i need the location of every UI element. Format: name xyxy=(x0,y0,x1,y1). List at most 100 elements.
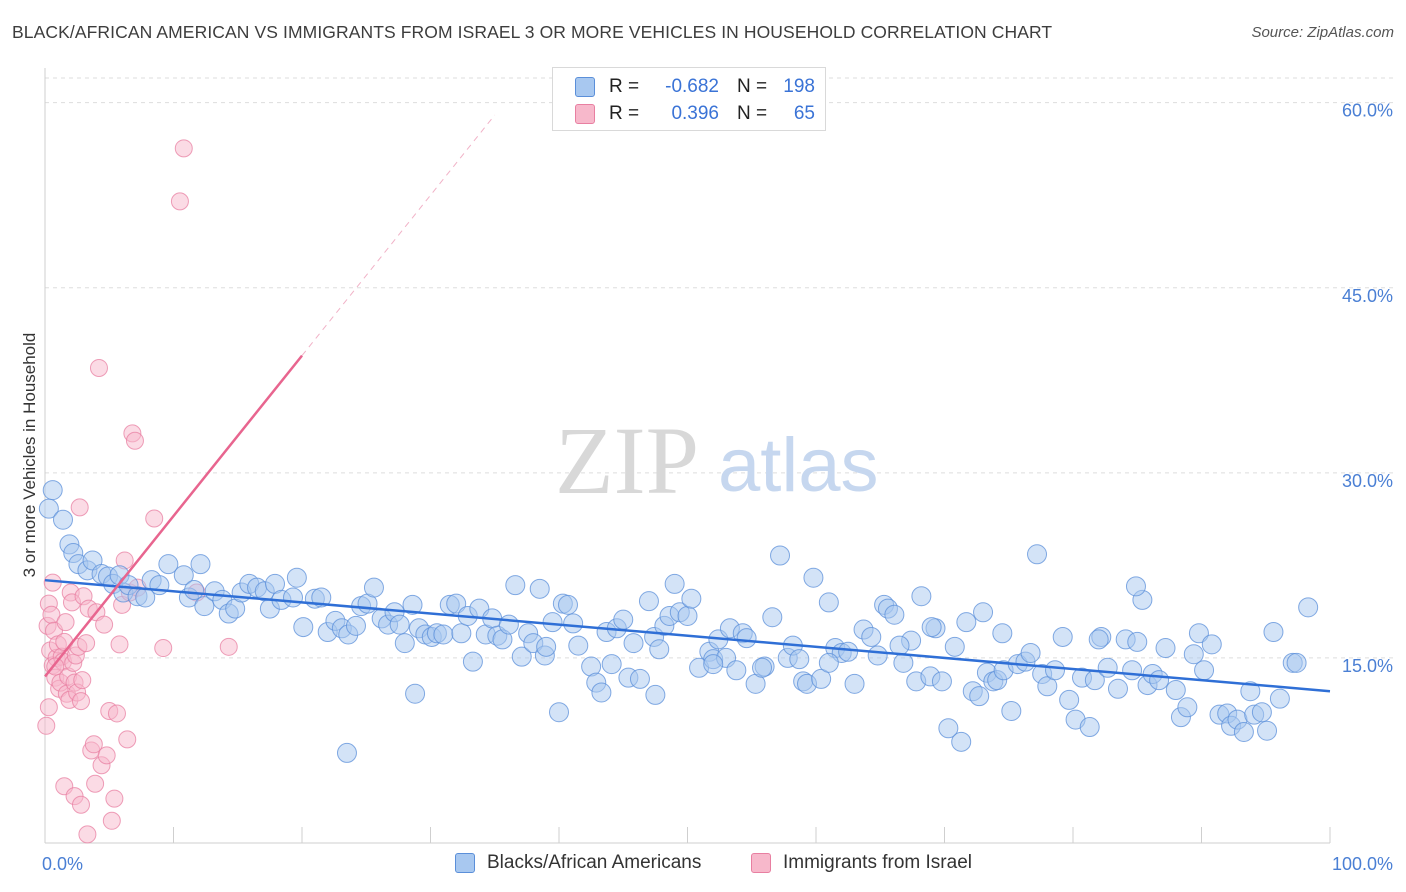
chart-title: BLACK/AFRICAN AMERICAN VS IMMIGRANTS FRO… xyxy=(12,22,1053,42)
y-tick-label: 15.0% xyxy=(1342,656,1393,676)
series-legend-label-israel: Immigrants from Israel xyxy=(783,852,972,873)
watermark: ZIP atlas xyxy=(555,407,879,514)
black-point xyxy=(1155,638,1176,659)
black-point xyxy=(601,654,622,675)
black-point xyxy=(1149,670,1170,691)
black-point xyxy=(770,545,791,566)
black-point xyxy=(613,609,634,630)
israel-trend-line xyxy=(44,354,303,678)
legend-row-israel: R = 0.396 N = 65 xyxy=(575,102,815,126)
black-point xyxy=(505,575,526,596)
black-point xyxy=(173,565,194,586)
israel-point xyxy=(154,639,173,658)
black-point xyxy=(311,587,332,608)
israel-point xyxy=(125,431,144,450)
israel-trend-extension xyxy=(301,114,496,356)
black-point xyxy=(818,592,839,613)
black-point xyxy=(1059,689,1080,710)
black-point xyxy=(1045,660,1066,681)
black-point xyxy=(402,594,423,615)
series-legend-item-black[interactable]: Blacks/African Americans xyxy=(455,852,701,874)
black-point xyxy=(511,646,532,667)
series-legend-label-black: Blacks/African Americans xyxy=(487,852,702,873)
black-point xyxy=(1020,642,1041,663)
black-point xyxy=(931,671,952,692)
black-point xyxy=(867,645,888,666)
israel-point xyxy=(71,692,90,711)
legend-r-value: -0.682 xyxy=(665,76,719,97)
black-point xyxy=(194,596,215,617)
israel-points-group xyxy=(37,139,238,844)
black-point xyxy=(363,577,384,598)
legend-n-label: N = xyxy=(737,76,768,97)
watermark-atlas: atlas xyxy=(718,423,879,508)
israel-point xyxy=(89,358,108,377)
black-point xyxy=(911,586,932,607)
black-point xyxy=(190,554,211,575)
series-legend-item-israel[interactable]: Immigrants from Israel xyxy=(751,852,972,874)
legend-swatch-black xyxy=(575,77,595,97)
black-point xyxy=(752,657,773,678)
israel-point xyxy=(95,615,114,634)
israel-point xyxy=(70,498,89,517)
legend-r-value: 0.396 xyxy=(671,103,719,124)
black-point xyxy=(591,682,612,703)
black-point xyxy=(762,607,783,628)
black-point xyxy=(1052,626,1073,647)
israel-point xyxy=(105,789,124,808)
black-point xyxy=(649,639,670,660)
x-tick-label: 100.0% xyxy=(1332,854,1393,874)
black-point xyxy=(1257,720,1278,741)
black-point xyxy=(818,652,839,673)
black-point xyxy=(293,617,314,638)
y-tick-label: 30.0% xyxy=(1342,471,1393,491)
black-point xyxy=(1240,681,1261,702)
black-point xyxy=(1097,657,1118,678)
israel-point xyxy=(219,637,238,656)
black-point xyxy=(921,617,942,638)
black-point xyxy=(1037,676,1058,697)
black-point xyxy=(1127,631,1148,652)
legend-row-black: R = -0.682 N = 198 xyxy=(575,75,815,99)
watermark-zip: ZIP xyxy=(555,407,699,514)
israel-point xyxy=(174,139,193,158)
israel-point xyxy=(145,509,164,528)
black-point xyxy=(563,613,584,634)
black-point xyxy=(1001,700,1022,721)
black-point xyxy=(345,615,366,636)
black-point xyxy=(394,633,415,654)
black-point xyxy=(405,683,426,704)
black-point xyxy=(951,731,972,752)
black-point xyxy=(389,614,410,635)
series-legend: Blacks/African Americans Immigrants from… xyxy=(0,852,1406,878)
black-point xyxy=(956,612,977,633)
black-point xyxy=(1165,680,1186,700)
black-point xyxy=(1194,660,1215,681)
black-point xyxy=(1122,660,1143,681)
chart-source: Source: ZipAtlas.com xyxy=(1251,24,1394,41)
black-point xyxy=(52,509,73,530)
black-point xyxy=(1263,622,1284,643)
black-point xyxy=(893,652,914,673)
legend-r-label: R = xyxy=(609,76,640,97)
black-point xyxy=(1201,634,1222,655)
black-point xyxy=(549,702,569,723)
black-point xyxy=(1125,576,1146,597)
black-point xyxy=(1269,688,1290,709)
israel-point xyxy=(73,671,92,690)
tick-labels: 15.0% 30.0% 45.0% 60.0% 0.0% 100.0% xyxy=(42,101,1393,874)
legend-swatch-israel xyxy=(575,104,595,124)
black-point xyxy=(992,623,1013,644)
black-point xyxy=(158,554,179,575)
black-point xyxy=(645,684,666,705)
black-point xyxy=(703,654,724,675)
black-point xyxy=(973,602,994,623)
black-point xyxy=(283,587,304,608)
israel-point xyxy=(110,635,129,654)
black-point xyxy=(446,593,467,614)
israel-point xyxy=(170,192,189,211)
black-point xyxy=(861,626,882,647)
grid-layer xyxy=(45,77,1393,659)
israel-point xyxy=(102,811,121,830)
